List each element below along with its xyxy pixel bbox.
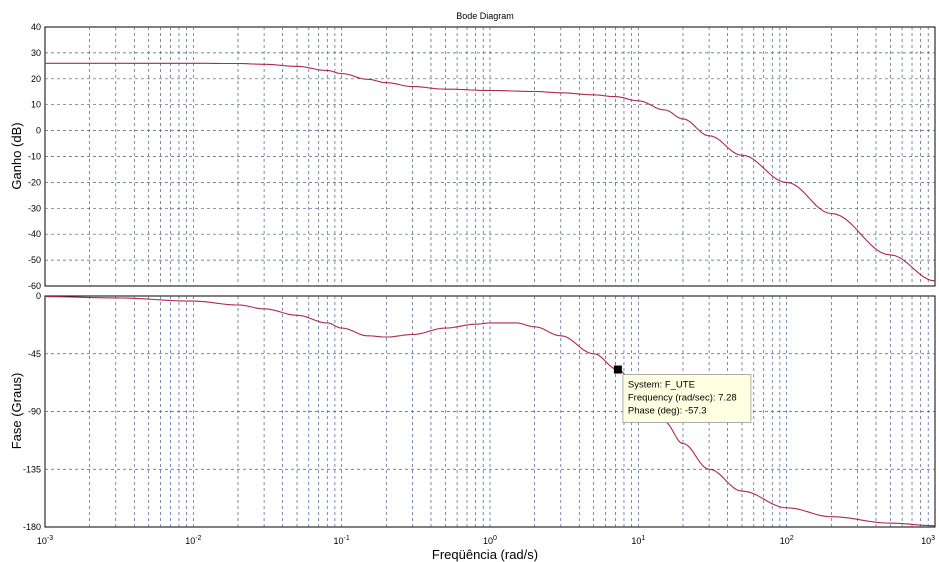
mag-ytick-label: -50	[28, 255, 41, 265]
mag-ytick-label: -60	[28, 281, 41, 291]
xtick-label: 10-2	[185, 535, 201, 546]
datatip-box	[622, 374, 752, 423]
magnitude-ylabel: Ganho (dB)	[9, 122, 24, 189]
magnitude-grid	[45, 27, 935, 286]
phase-ytick-label: -90	[28, 407, 41, 417]
phase-ylabel: Fase (Graus)	[9, 373, 24, 450]
magnitude-y-ticks: 40 30 20 10 0 -10 -20 -30 -40 -50 -60	[28, 22, 41, 291]
datatip-marker[interactable]	[613, 365, 622, 374]
xtick-label: 100	[483, 535, 497, 546]
mag-ytick-label: -20	[28, 177, 41, 187]
xtick-label: 102	[780, 535, 794, 546]
mag-ytick-label: 20	[31, 74, 41, 84]
xtick-label: 103	[921, 535, 935, 546]
mag-ytick-label: -10	[28, 152, 41, 162]
chart-title: Bode Diagram	[456, 11, 514, 21]
x-axis-label: Freqüência (rad/s)	[432, 547, 538, 562]
phase-grid	[45, 296, 935, 527]
phase-ytick-label: -180	[23, 522, 41, 532]
datatip-line: Frequency (rad/sec): 7.28	[628, 393, 737, 404]
mag-ytick-label: 0	[36, 126, 41, 136]
mag-ytick-label: 40	[31, 22, 41, 32]
mag-ytick-label: -40	[28, 229, 41, 239]
mag-ytick-label: -30	[28, 203, 41, 213]
mag-ytick-label: 10	[31, 100, 41, 110]
phase-y-ticks: 0 -45 -90 -135 -180	[23, 291, 41, 532]
datatip-line: Phase (deg): -57.3	[628, 406, 707, 417]
mag-ytick-label: 30	[31, 48, 41, 58]
phase-ytick-label: -45	[28, 349, 41, 359]
magnitude-curve	[45, 62, 936, 282]
magnitude-panel: 40 30 20 10 0 -10 -20 -30 -40 -50 -60 Ganho (dB)	[9, 22, 936, 291]
datatip[interactable]: System: F_UTE Frequency (rad/sec): 7.28 Ph…	[613, 365, 752, 423]
phase-ytick-label: 0	[36, 291, 41, 301]
frequency-x-ticks: 10-3 10-2 10-1 100 101 102 103	[37, 535, 935, 546]
phase-panel: 0 -45 -90 -135 -180 10-3 10-2 10-1 100 101 102 103…	[9, 291, 936, 546]
datatip-line: System: F_UTE	[628, 380, 695, 391]
xtick-label: 10-3	[37, 535, 53, 546]
phase-ytick-label: -135	[23, 464, 41, 474]
xtick-label: 10-1	[334, 535, 350, 546]
xtick-label: 101	[631, 535, 645, 546]
phase-curve	[44, 296, 935, 527]
